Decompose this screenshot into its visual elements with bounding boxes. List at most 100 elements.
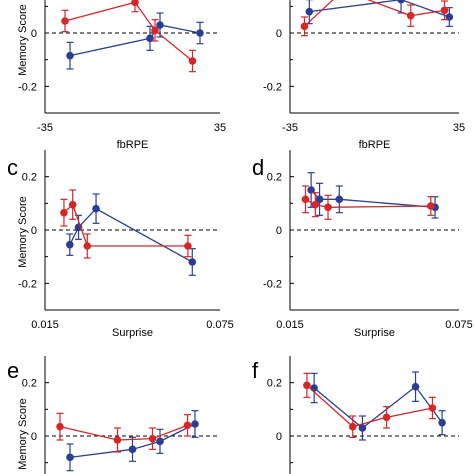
panel-letter: f <box>252 358 259 383</box>
y-tick-label: 0.2 <box>22 172 37 184</box>
data-point <box>315 195 324 204</box>
data-point <box>156 437 164 446</box>
y-tick-label: -0.2 <box>263 278 282 290</box>
series-line <box>64 1 193 62</box>
series-blue <box>305 0 454 27</box>
data-point <box>196 29 204 37</box>
y-tick-label: 0 <box>276 28 282 40</box>
series-line <box>304 0 445 27</box>
data-point <box>358 424 367 432</box>
data-point <box>156 21 164 29</box>
data-point <box>428 404 437 412</box>
x-tick-label: -35 <box>37 122 53 134</box>
data-point <box>128 445 137 454</box>
data-point <box>66 453 74 462</box>
data-point <box>151 26 159 35</box>
data-point <box>397 0 405 4</box>
data-point <box>427 202 435 210</box>
data-point <box>66 51 74 60</box>
panel-letter: e <box>7 358 19 383</box>
series-line <box>309 0 450 18</box>
data-point <box>61 17 69 25</box>
y-tick-label: 0 <box>31 225 37 237</box>
data-point <box>83 242 92 250</box>
y-tick-label: 0 <box>31 28 37 40</box>
data-point <box>191 420 199 428</box>
data-point <box>324 203 332 212</box>
y-tick-label: 0 <box>276 431 282 443</box>
data-point <box>310 384 318 392</box>
x-tick-label: 0.075 <box>206 319 234 331</box>
series-red <box>60 189 192 259</box>
series-red <box>56 412 192 453</box>
x-tick-label: 0.075 <box>445 319 473 331</box>
data-point <box>382 413 391 422</box>
panel-d: 0.2 0 -0.2 0.015 0.075 Surprise d <box>252 150 473 339</box>
series-blue <box>65 193 197 276</box>
data-point <box>348 422 357 431</box>
x-tick-label: 0.015 <box>276 319 304 331</box>
data-point <box>300 22 309 31</box>
data-point <box>188 57 197 65</box>
x-tick-label: 0.015 <box>31 319 59 331</box>
series-line <box>63 203 188 247</box>
series-blue <box>307 172 439 219</box>
x-axis-title: Surprise <box>112 327 153 339</box>
y-tick-label: 0 <box>31 431 37 443</box>
data-point <box>131 0 139 7</box>
data-point <box>68 200 77 209</box>
series-red <box>300 0 449 37</box>
data-point <box>65 240 74 249</box>
data-point <box>56 422 64 431</box>
series-blue <box>310 371 446 441</box>
x-tick-label: 35 <box>214 122 226 134</box>
series-line <box>69 207 193 263</box>
data-point <box>188 258 197 266</box>
y-tick-label: 0 <box>276 225 282 237</box>
y-tick-label: -0.2 <box>18 278 37 290</box>
series-red <box>303 372 437 438</box>
data-point <box>445 13 454 21</box>
x-tick-label: -35 <box>282 122 298 134</box>
data-point <box>113 436 122 444</box>
data-point <box>438 418 446 427</box>
data-point <box>307 186 315 194</box>
data-point <box>305 7 314 16</box>
panel-letter: c <box>7 155 18 180</box>
y-tick-label: 0.2 <box>267 378 282 390</box>
data-point <box>301 195 310 204</box>
data-point <box>440 6 449 15</box>
data-point <box>311 200 320 209</box>
x-axis-title: Surprise <box>354 327 395 339</box>
data-point <box>148 434 157 443</box>
y-axis-title: Memory Score <box>17 196 29 268</box>
y-axis-title: Memory Score <box>17 4 29 76</box>
data-point <box>303 381 311 390</box>
data-point <box>183 421 192 430</box>
panel-letter: d <box>252 155 264 180</box>
series-line <box>313 385 443 429</box>
y-axis-title: Memory Score <box>17 398 29 470</box>
series-red <box>61 0 197 73</box>
data-point <box>60 208 68 217</box>
panel-f: 0.2 0 f <box>252 356 459 474</box>
series-line <box>59 424 188 441</box>
panel-c: 0.2 0 -0.2 0.015 0.075 Surprise Memory Score c <box>7 150 234 339</box>
panel-b: 0 -0.2 -35 35 fbRPE <box>263 0 465 151</box>
y-tick-label: -0.2 <box>18 81 37 93</box>
y-tick-label: 0.2 <box>22 378 37 390</box>
data-point <box>146 34 154 43</box>
data-point <box>406 11 415 20</box>
series-line <box>69 423 196 458</box>
x-axis-title: fbRPE <box>117 139 149 151</box>
series-red <box>301 185 435 220</box>
y-tick-label: -0.2 <box>263 81 282 93</box>
series-blue <box>66 410 199 472</box>
data-point <box>92 204 100 213</box>
data-point <box>184 242 192 250</box>
series-line <box>306 384 433 428</box>
x-axis-title: fbRPE <box>359 139 391 151</box>
data-point <box>335 195 344 204</box>
